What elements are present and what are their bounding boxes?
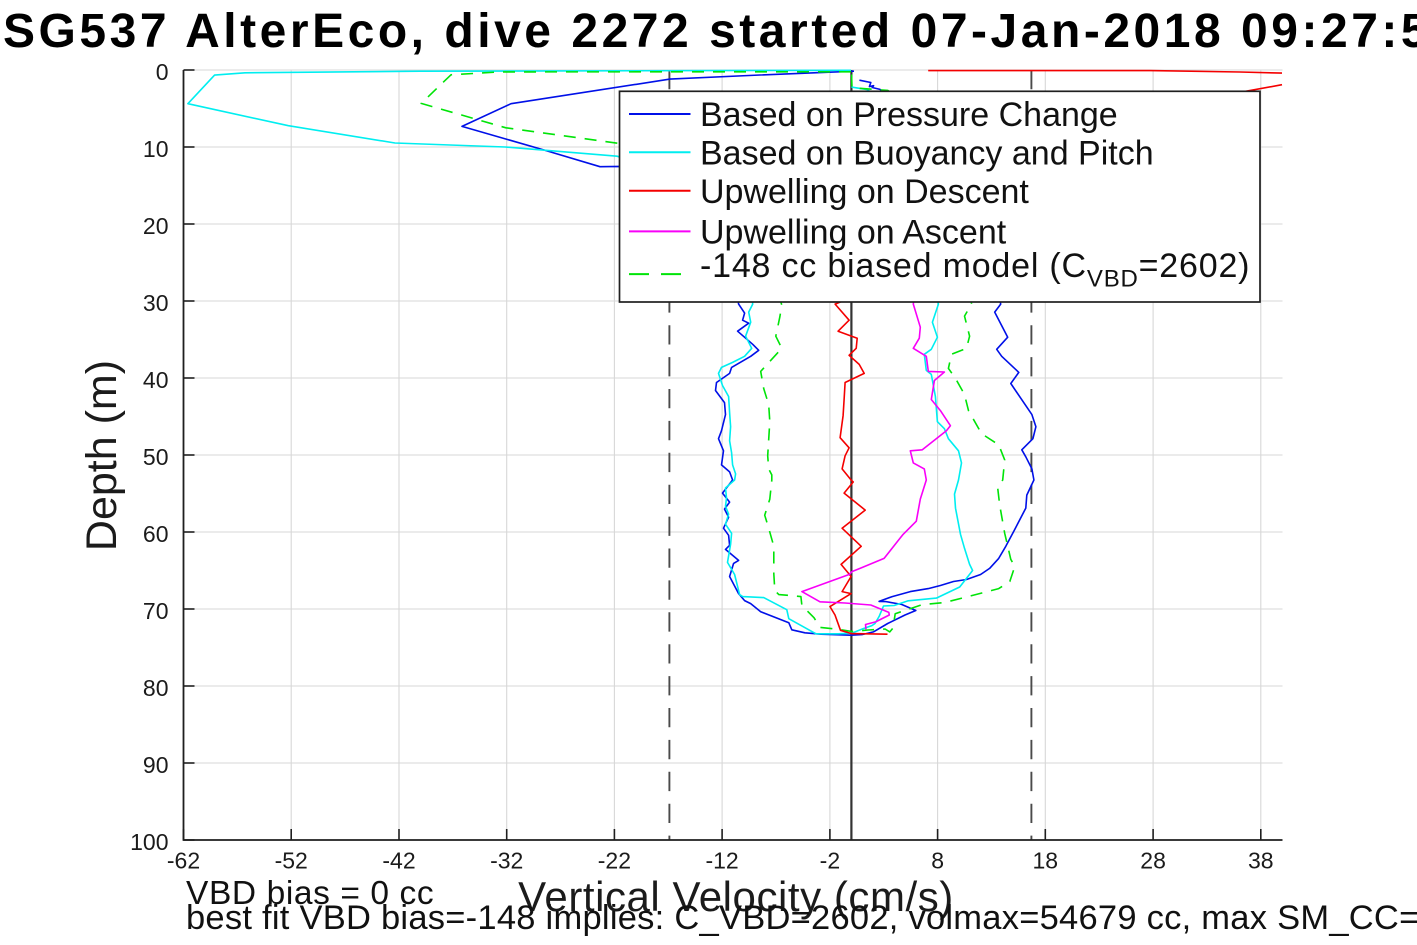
svg-text:30: 30 <box>143 290 169 316</box>
svg-text:Based on Pressure Change: Based on Pressure Change <box>700 96 1118 134</box>
svg-text:-22: -22 <box>598 848 631 874</box>
svg-text:80: 80 <box>143 675 169 701</box>
svg-text:Depth (m): Depth (m) <box>78 360 126 551</box>
svg-text:60: 60 <box>143 521 169 547</box>
svg-text:-62: -62 <box>167 848 200 874</box>
svg-text:20: 20 <box>143 213 169 239</box>
svg-text:28: 28 <box>1140 848 1166 874</box>
svg-text:best fit VBD bias=-148 implies: best fit VBD bias=-148 implies: C_VBD=26… <box>186 899 1417 937</box>
svg-text:VBD bias = 0 cc: VBD bias = 0 cc <box>186 875 434 912</box>
svg-text:-52: -52 <box>275 848 308 874</box>
svg-text:38: 38 <box>1248 848 1274 874</box>
svg-text:Upwelling on Ascent: Upwelling on Ascent <box>700 213 1007 251</box>
svg-text:70: 70 <box>143 598 169 624</box>
svg-text:Vertical Velocity (cm/s): Vertical Velocity (cm/s) <box>518 873 954 920</box>
svg-text:SG537 AlterEco, dive 2272 star: SG537 AlterEco, dive 2272 started 07-Jan… <box>3 5 1417 58</box>
svg-text:Based on Buoyancy and Pitch: Based on Buoyancy and Pitch <box>700 134 1154 172</box>
svg-text:-12: -12 <box>705 848 738 874</box>
svg-text:90: 90 <box>143 752 169 778</box>
svg-text:100: 100 <box>130 829 168 855</box>
svg-text:-42: -42 <box>382 848 415 874</box>
svg-text:50: 50 <box>143 444 169 470</box>
svg-text:8: 8 <box>931 848 944 874</box>
svg-text:-32: -32 <box>490 848 523 874</box>
svg-text:-2: -2 <box>820 848 840 874</box>
svg-text:40: 40 <box>143 367 169 393</box>
svg-text:10: 10 <box>143 136 169 162</box>
svg-text:18: 18 <box>1033 848 1059 874</box>
svg-text:0: 0 <box>156 59 169 85</box>
svg-text:Upwelling on Descent: Upwelling on Descent <box>700 173 1029 211</box>
svg-text:-148 cc biased model (CVBD=260: -148 cc biased model (CVBD=2602) <box>700 247 1250 293</box>
